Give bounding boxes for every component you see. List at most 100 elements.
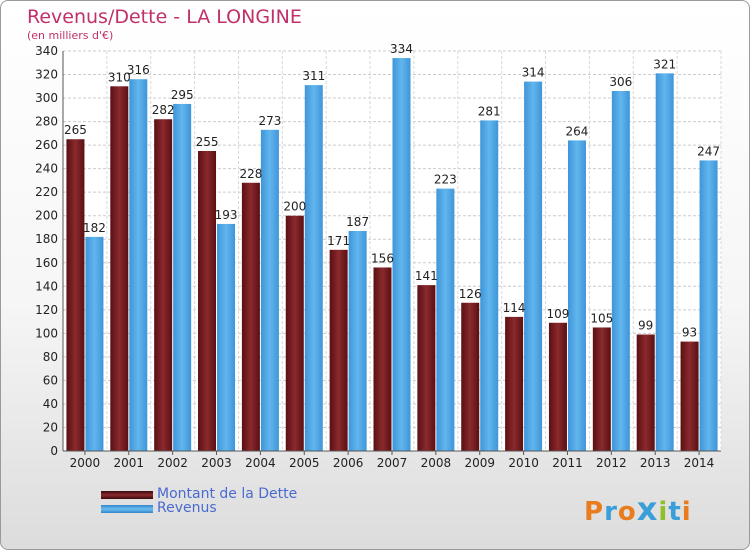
bar-revenus [85,236,104,451]
proxiti-logo: Proxiti [584,490,692,528]
bar-debt [66,139,85,451]
x-tick-label: 2012 [596,456,627,470]
bar-debt [417,285,436,451]
x-tick-label: 2005 [289,456,320,470]
value-label-revenus: 316 [127,63,150,77]
x-tick-label: 2000 [70,456,101,470]
bar-revenus [217,223,236,451]
bar-debt [680,341,699,451]
bar-revenus [173,103,192,452]
bar-revenus [480,120,499,451]
y-tick-label: 160 [35,256,58,270]
value-label-debt: 171 [327,234,350,248]
bar-debt [373,267,392,451]
x-tick-label: 2002 [157,456,188,470]
y-tick-label: 220 [35,185,58,199]
y-tick-label: 300 [35,91,58,105]
value-label-debt: 200 [283,200,306,214]
bar-debt [592,327,611,451]
bar-debt [636,334,655,451]
y-tick-label: 180 [35,232,58,246]
logo-letter: r [604,497,618,527]
bar-debt [461,302,480,451]
bar-debt [285,215,304,451]
legend-swatch-revenus [101,505,153,513]
value-label-debt: 228 [239,167,262,181]
y-tick-label: 80 [43,350,58,364]
bar-revenus [304,85,323,451]
x-tick-label: 2003 [201,456,232,470]
bar-debt [505,316,524,451]
y-tick-label: 0 [50,444,58,458]
bar-revenus [348,231,367,451]
legend-swatch-debt [101,491,153,499]
logo-letter: i [681,497,692,527]
y-tick-label: 260 [35,138,58,152]
logo-letter: P [584,497,605,527]
bar-revenus [392,58,411,451]
value-label-revenus: 223 [434,173,457,187]
value-label-debt: 282 [152,103,175,117]
y-tick-label: 40 [43,397,58,411]
bar-revenus [655,73,674,452]
bar-revenus [129,79,148,451]
value-label-revenus: 321 [653,57,676,71]
x-tick-label: 2010 [508,456,539,470]
y-tick-label: 20 [43,420,58,434]
bar-revenus [611,91,630,451]
bar-revenus [260,129,279,451]
logo-letter: o [617,497,637,527]
value-label-debt: 109 [547,307,570,321]
bar-revenus [567,140,586,452]
bar-debt [241,182,260,451]
value-label-debt: 156 [371,251,394,265]
value-label-revenus: 314 [522,66,545,80]
bar-debt [548,322,567,451]
x-tick-label: 2007 [377,456,408,470]
value-label-debt: 105 [590,311,613,325]
y-tick-label: 320 [35,68,58,82]
value-label-debt: 310 [108,70,131,84]
x-tick-label: 2014 [684,456,715,470]
plot-background [63,51,721,451]
value-label-debt: 99 [638,319,653,333]
x-tick-label: 2001 [114,456,145,470]
bar-revenus [524,81,543,452]
bar-debt [110,86,129,451]
x-tick-label: 2013 [640,456,671,470]
value-label-revenus: 281 [478,104,501,118]
logo-letter: t [668,497,682,527]
value-label-revenus: 264 [566,124,589,138]
y-tick-label: 60 [43,373,58,387]
value-label-debt: 141 [415,269,438,283]
value-label-debt: 265 [64,123,87,137]
x-tick-label: 2009 [464,456,495,470]
logo-letter: i [658,497,669,527]
bar-revenus [699,160,718,452]
bar-revenus [436,188,455,451]
value-label-revenus: 295 [171,88,194,102]
y-tick-label: 200 [35,209,58,223]
value-label-debt: 255 [196,135,219,149]
x-tick-label: 2006 [333,456,364,470]
value-label-debt: 114 [503,301,526,315]
y-tick-label: 340 [35,44,58,58]
y-tick-label: 120 [35,303,58,317]
bar-debt [329,249,348,451]
value-label-revenus: 182 [83,221,106,235]
x-tick-label: 2008 [421,456,452,470]
bar-debt [198,151,217,451]
x-tick-label: 2004 [245,456,276,470]
value-label-debt: 93 [682,326,697,340]
value-label-revenus: 306 [609,75,632,89]
y-tick-label: 280 [35,115,58,129]
legend-label-revenus: Revenus [157,500,217,516]
value-label-revenus: 311 [302,69,325,83]
value-label-revenus: 193 [215,208,238,222]
value-label-revenus: 247 [697,144,720,158]
value-label-revenus: 334 [390,42,413,56]
x-tick-label: 2011 [552,456,583,470]
y-tick-label: 140 [35,279,58,293]
